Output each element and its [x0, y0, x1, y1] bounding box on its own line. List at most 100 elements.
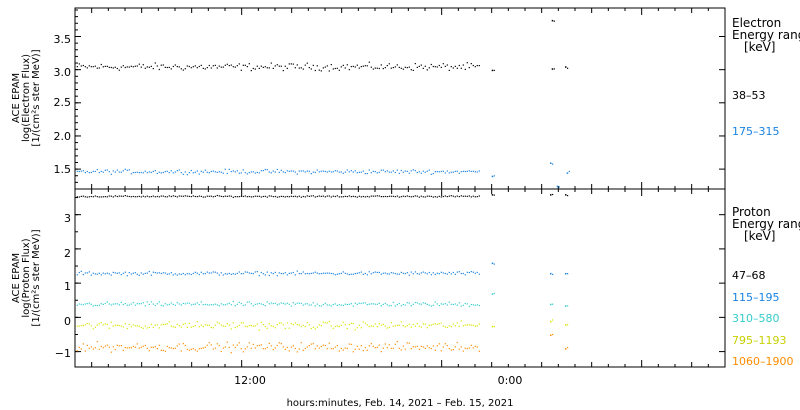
data-point	[184, 323, 186, 325]
data-point	[246, 66, 248, 68]
data-point	[434, 66, 436, 68]
data-point	[491, 175, 494, 178]
data-point	[324, 344, 326, 347]
data-point	[324, 272, 326, 274]
data-point	[222, 325, 224, 327]
data-point	[140, 346, 142, 348]
data-point	[388, 273, 390, 275]
data-point	[90, 195, 92, 198]
data-point	[338, 171, 340, 173]
data-point	[372, 170, 374, 172]
data-point	[242, 322, 244, 324]
data-point	[284, 196, 286, 198]
data-point	[100, 274, 102, 276]
data-point	[436, 66, 438, 68]
data-point	[194, 325, 196, 327]
data-point	[178, 273, 180, 275]
data-point	[332, 273, 334, 275]
data-point	[296, 196, 298, 198]
legend-proton-795-1193: 795–1193	[732, 334, 787, 347]
data-point	[264, 348, 266, 350]
data-point	[346, 273, 348, 275]
data-point	[96, 305, 98, 307]
data-point	[154, 170, 156, 172]
data-point	[138, 172, 140, 174]
data-point	[290, 346, 292, 348]
data-point	[126, 66, 128, 68]
data-point	[86, 272, 88, 274]
data-point	[112, 325, 114, 327]
data-point	[234, 66, 236, 68]
data-point	[300, 67, 302, 69]
data-point	[256, 303, 258, 305]
data-point	[491, 325, 494, 328]
data-point	[230, 304, 232, 306]
data-point	[286, 195, 288, 198]
data-point	[134, 304, 136, 306]
data-point	[338, 326, 340, 328]
data-point	[216, 272, 218, 274]
data-point	[160, 272, 162, 275]
data-point	[468, 324, 470, 326]
data-point	[310, 68, 312, 70]
data-point	[476, 271, 478, 273]
data-point	[288, 303, 290, 305]
data-point	[154, 304, 156, 307]
data-point	[310, 304, 312, 306]
data-point	[292, 271, 294, 274]
data-point	[326, 272, 328, 274]
data-point	[250, 70, 252, 72]
data-point	[442, 170, 444, 172]
data-point	[90, 346, 92, 348]
data-point	[176, 323, 178, 325]
data-point	[234, 196, 236, 198]
data-point	[122, 195, 124, 197]
data-point	[322, 321, 324, 323]
data-point	[566, 172, 569, 174]
data-point	[493, 292, 495, 295]
data-point	[320, 325, 322, 327]
data-point	[80, 195, 82, 197]
data-point	[438, 273, 440, 275]
data-point	[84, 303, 86, 305]
data-point	[268, 171, 270, 173]
data-point	[144, 344, 146, 347]
data-point	[370, 195, 372, 197]
data-point	[356, 345, 358, 347]
data-point	[352, 195, 354, 197]
data-point	[254, 195, 256, 197]
data-point	[270, 62, 272, 64]
data-point	[274, 347, 276, 349]
data-point	[152, 303, 154, 305]
data-point	[78, 170, 80, 173]
data-point	[328, 70, 330, 72]
data-point	[264, 66, 266, 68]
data-point	[346, 169, 348, 171]
data-point	[372, 325, 374, 327]
data-point	[272, 67, 274, 69]
data-point	[424, 171, 426, 173]
data-point	[228, 324, 230, 326]
data-point	[290, 63, 292, 65]
data-point	[196, 196, 198, 198]
data-point	[408, 323, 410, 325]
data-point	[246, 196, 248, 198]
data-point	[362, 350, 364, 352]
data-point	[448, 172, 450, 174]
data-point	[268, 274, 270, 277]
data-point	[358, 302, 360, 304]
data-point	[436, 303, 438, 305]
data-point	[194, 303, 196, 305]
data-point	[330, 64, 332, 66]
data-point	[332, 348, 334, 350]
data-point	[432, 304, 434, 306]
data-point	[260, 344, 262, 346]
data-point	[214, 347, 216, 349]
data-point	[460, 346, 462, 348]
data-point	[400, 349, 402, 351]
data-point	[176, 196, 178, 198]
data-point	[302, 349, 304, 351]
data-point	[142, 172, 144, 174]
data-point	[152, 68, 154, 70]
data-point	[364, 65, 366, 67]
